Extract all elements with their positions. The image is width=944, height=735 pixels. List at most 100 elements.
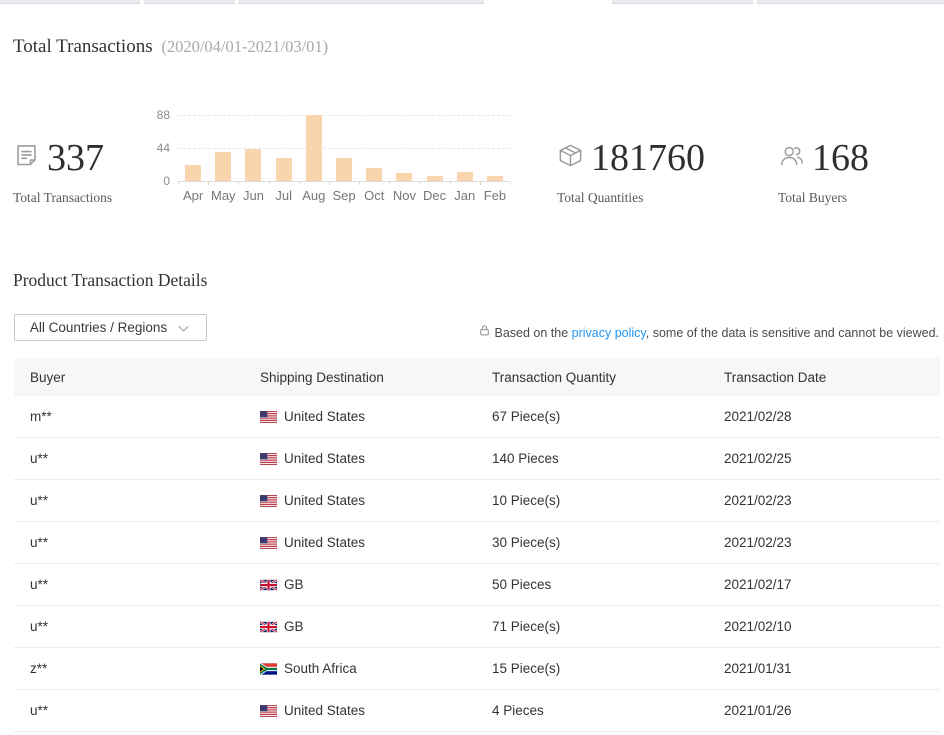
tab-strip <box>0 0 944 4</box>
us-flag-icon <box>260 494 277 507</box>
quantity-cell: 50 Pieces <box>492 577 552 592</box>
chevron-down-icon <box>176 319 191 336</box>
quantity-cell: 10 Piece(s) <box>492 493 561 508</box>
x-axis-label-jan: Jan <box>454 188 476 203</box>
destination-label: GB <box>284 619 304 634</box>
axis-tick <box>299 182 300 185</box>
x-axis-label-apr: Apr <box>182 188 204 203</box>
x-axis-label-sep: Sep <box>332 188 356 203</box>
stat-total-transactions: 337 Total Transactions <box>13 139 112 206</box>
bar-chart-xlabels: Apr May Jun Jul Aug Sep Oct Nov Dec Jan Feb <box>178 188 510 203</box>
transactions-table: Buyer Shipping Destination Transaction Qua… <box>14 358 940 732</box>
quantity-cell: 4 Pieces <box>492 703 544 718</box>
bar-oct <box>366 168 383 181</box>
destination-label: South Africa <box>284 661 357 676</box>
x-axis-label-jun: Jun <box>242 188 264 203</box>
destination-cell: United States <box>260 703 492 718</box>
x-axis-label-oct: Oct <box>364 188 385 203</box>
bar-jul <box>275 158 292 181</box>
axis-tick <box>178 182 179 185</box>
table-row: u** GB 71 Piece(s) 2021/02/10 <box>14 606 940 648</box>
axis-tick <box>238 182 239 185</box>
x-axis-label-aug: Aug <box>302 188 326 203</box>
destination-cell: United States <box>260 451 492 466</box>
buyer-cell: u** <box>30 493 49 508</box>
stat-label: Total Quantities <box>557 190 644 205</box>
bar-chart-bars <box>178 115 510 181</box>
destination-label: United States <box>284 535 366 550</box>
x-axis-label-may: May <box>211 188 236 203</box>
tab-strip-segment <box>0 0 140 4</box>
country-filter-label: All Countries / Regions <box>29 320 168 335</box>
date-cell: 2021/02/23 <box>724 535 792 550</box>
destination-cell: GB <box>260 619 492 634</box>
x-axis-label-nov: Nov <box>392 188 416 203</box>
table-row: u** United States 4 Pieces 2021/01/26 <box>14 690 940 732</box>
x-axis-label-jul: Jul <box>275 188 292 203</box>
table-row: m** United States 67 Piece(s) 2021/02/28 <box>14 396 940 438</box>
za-flag-icon <box>260 662 277 675</box>
stat-total-buyers: 168 Total Buyers <box>778 139 869 206</box>
bar-chart-plot <box>178 115 511 185</box>
gridline-44 <box>178 148 510 149</box>
destination-label: United States <box>284 409 366 424</box>
bar-chart: 0 44 88 Apr May Jun Jul Aug Sep Oct Nov Dec Jan Feb <box>150 108 522 208</box>
stat-value: 181760 <box>591 137 705 179</box>
y-axis-label-88: 88 <box>156 108 170 122</box>
privacy-text: Based on the privacy policy, some of the… <box>494 325 940 340</box>
us-flag-icon <box>260 536 277 549</box>
gridline-88 <box>178 115 510 116</box>
axis-tick <box>389 182 390 185</box>
gb-flag-icon <box>260 620 277 633</box>
bar-jan <box>456 172 473 181</box>
date-cell: 2021/02/17 <box>724 577 792 592</box>
lock-icon <box>478 325 491 340</box>
date-cell: 2021/01/26 <box>724 703 792 718</box>
stat-value: 337 <box>47 137 104 179</box>
quantity-cell: 71 Piece(s) <box>492 619 561 634</box>
quantity-cell: 15 Piece(s) <box>492 661 561 676</box>
column-header-transaction-date: Transaction Date <box>724 369 827 385</box>
buyer-cell: u** <box>30 619 49 634</box>
table-row: u** United States 30 Piece(s) 2021/02/23 <box>14 522 940 564</box>
destination-cell: South Africa <box>260 661 492 676</box>
table-row: u** United States 140 Pieces 2021/02/25 <box>14 438 940 480</box>
date-cell: 2021/01/31 <box>724 661 792 676</box>
date-cell: 2021/02/25 <box>724 451 792 466</box>
destination-cell: United States <box>260 409 492 424</box>
destination-label: United States <box>284 703 366 718</box>
bar-feb <box>486 176 503 181</box>
axis-tick <box>510 182 511 185</box>
section-title: Product Transaction Details <box>13 270 208 290</box>
x-axis-label-feb: Feb <box>483 188 507 203</box>
bar-sep <box>336 158 353 181</box>
tab-strip-segment <box>757 0 944 4</box>
stat-label: Total Transactions <box>13 190 113 205</box>
country-filter-dropdown[interactable]: All Countries / Regions <box>14 314 207 341</box>
buyer-cell: z** <box>30 661 48 676</box>
buyer-cell: u** <box>30 451 49 466</box>
privacy-note: Based on the privacy policy, some of the… <box>478 325 940 340</box>
page-title-text: Total Transactions <box>13 36 153 57</box>
privacy-policy-link[interactable]: privacy policy <box>571 325 646 340</box>
axis-tick <box>208 182 209 185</box>
bar-jun <box>245 149 262 181</box>
quantity-cell: 30 Piece(s) <box>492 535 561 550</box>
buyer-cell: u** <box>30 535 49 550</box>
package-icon <box>557 142 584 174</box>
date-cell: 2021/02/10 <box>724 619 792 634</box>
tab-strip-segment <box>612 0 753 4</box>
transactions-table-body: m** United States 67 Piece(s) 2021/02/28 u**… <box>14 396 940 732</box>
date-range: (2020/04/01-2021/03/01) <box>161 37 329 56</box>
quantity-cell: 140 Pieces <box>492 451 559 466</box>
us-flag-icon <box>260 452 277 465</box>
x-axis-label-dec: Dec <box>423 188 447 203</box>
axis-tick <box>480 182 481 185</box>
axis-tick <box>450 182 451 185</box>
destination-cell: United States <box>260 535 492 550</box>
destination-cell: United States <box>260 493 492 508</box>
column-header-shipping-destination: Shipping Destination <box>260 369 384 385</box>
us-flag-icon <box>260 410 277 423</box>
us-flag-icon <box>260 704 277 717</box>
tab-strip-segment <box>144 0 235 4</box>
